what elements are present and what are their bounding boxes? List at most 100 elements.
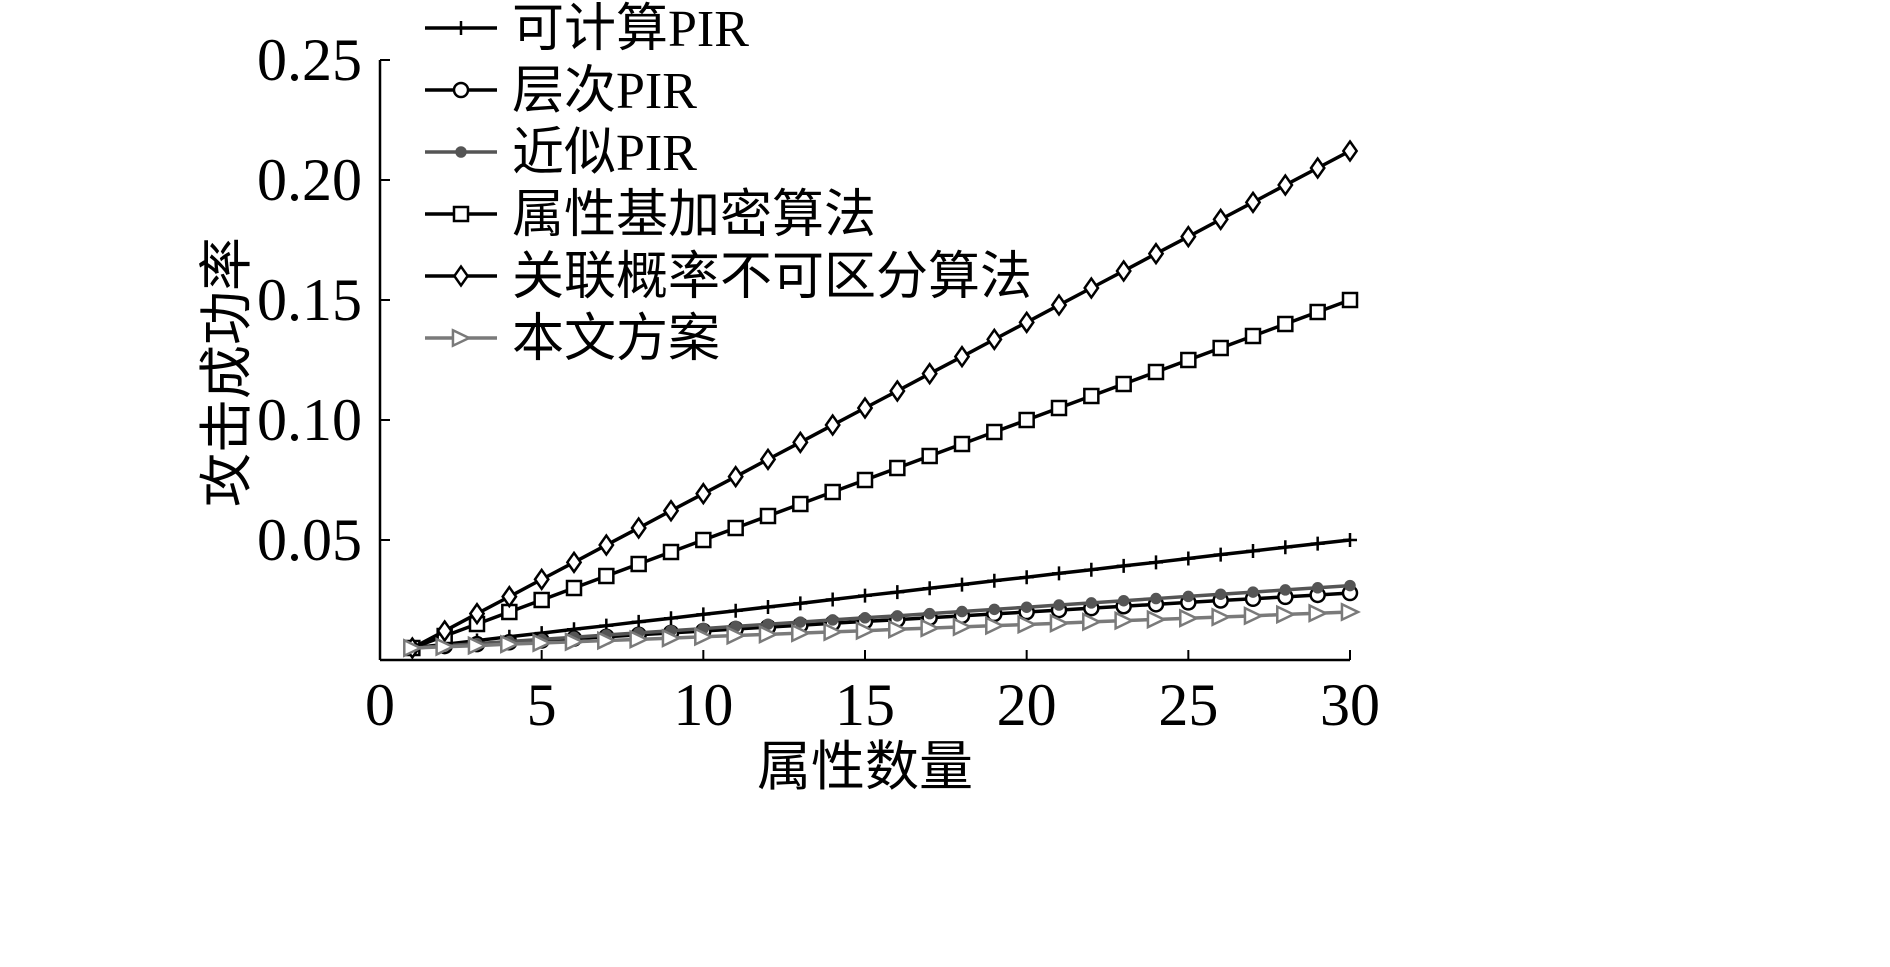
data-point bbox=[694, 627, 715, 647]
legend-label: 本文方案 bbox=[512, 311, 720, 368]
legend-label: 近似PIR bbox=[512, 125, 697, 182]
data-point bbox=[823, 622, 844, 642]
legend-marker bbox=[452, 81, 470, 99]
y-tick-label: 0.15 bbox=[257, 267, 362, 333]
data-point bbox=[1180, 351, 1197, 369]
data-point bbox=[1309, 303, 1326, 321]
legend-entry: 可计算PIR bbox=[425, 1, 749, 58]
data-point bbox=[1278, 540, 1293, 555]
data-point bbox=[695, 482, 712, 506]
data-point bbox=[891, 610, 904, 622]
data-point bbox=[1083, 276, 1100, 300]
tick-labels: 0 5 10 15 20 25 30 0.05 0.10 0.15 0.20 0.25 bbox=[257, 27, 1380, 738]
data-point bbox=[1308, 603, 1329, 623]
data-point bbox=[953, 435, 971, 453]
data-point bbox=[1246, 544, 1260, 559]
data-point bbox=[532, 633, 553, 653]
y-tick-label: 0.25 bbox=[257, 27, 362, 93]
legend-marker bbox=[455, 146, 467, 158]
data-point bbox=[889, 379, 906, 403]
data-point bbox=[1017, 614, 1038, 635]
data-point bbox=[564, 632, 585, 652]
data-point bbox=[985, 615, 1006, 636]
legend-marker bbox=[452, 205, 470, 223]
legend-marker bbox=[452, 264, 470, 288]
data-point bbox=[1020, 601, 1033, 613]
legend-label: 关联概率不可区分算法 bbox=[512, 249, 1032, 306]
data-point bbox=[987, 573, 1002, 588]
data-point bbox=[986, 423, 1003, 441]
data-point bbox=[597, 630, 618, 651]
data-point bbox=[1311, 582, 1324, 594]
data-point bbox=[856, 471, 874, 489]
data-point bbox=[1085, 597, 1098, 609]
data-point bbox=[1243, 606, 1264, 626]
x-tick-label: 10 bbox=[673, 672, 733, 738]
x-tick-label: 30 bbox=[1320, 672, 1380, 738]
data-point bbox=[630, 555, 647, 573]
data-point bbox=[1182, 590, 1195, 603]
data-point bbox=[1115, 375, 1132, 393]
data-point bbox=[1244, 190, 1262, 214]
data-point bbox=[824, 483, 841, 501]
data-point bbox=[1212, 207, 1229, 231]
data-point bbox=[435, 637, 456, 657]
data-point bbox=[727, 465, 744, 489]
data-point bbox=[565, 550, 583, 574]
data-point bbox=[696, 607, 711, 622]
data-point bbox=[1053, 599, 1065, 611]
data-point bbox=[565, 579, 583, 597]
data-point bbox=[759, 447, 777, 471]
data-point bbox=[662, 543, 680, 561]
data-point bbox=[920, 618, 941, 638]
legend-label: 属性基加密算法 bbox=[512, 187, 876, 244]
data-point bbox=[1341, 139, 1359, 163]
data-point bbox=[1082, 612, 1103, 632]
data-point bbox=[1019, 570, 1034, 585]
data-point bbox=[1050, 399, 1068, 417]
data-point bbox=[533, 591, 550, 609]
data-point bbox=[1179, 608, 1200, 628]
data-point bbox=[436, 619, 453, 643]
data-point bbox=[1214, 588, 1227, 600]
data-point bbox=[856, 396, 874, 420]
data-point bbox=[758, 624, 779, 645]
data-point bbox=[1344, 579, 1356, 592]
data-point bbox=[794, 616, 807, 628]
series-4 bbox=[404, 139, 1359, 660]
data-point bbox=[988, 603, 1001, 616]
data-point bbox=[888, 619, 909, 639]
data-point bbox=[793, 596, 808, 611]
y-tick-label: 0.20 bbox=[257, 147, 362, 213]
data-point bbox=[533, 567, 550, 591]
data-point bbox=[824, 413, 841, 437]
data-point bbox=[1211, 607, 1232, 627]
ticks bbox=[380, 59, 1351, 660]
data-point bbox=[855, 621, 876, 641]
series-3 bbox=[404, 291, 1359, 657]
data-point bbox=[598, 533, 615, 557]
data-point bbox=[728, 603, 743, 618]
x-tick-label: 0 bbox=[365, 672, 395, 738]
data-point bbox=[826, 614, 839, 626]
data-point bbox=[1180, 225, 1197, 249]
data-point bbox=[825, 592, 840, 607]
data-point bbox=[923, 607, 936, 620]
data-point bbox=[726, 625, 747, 646]
y-tick-label: 0.05 bbox=[257, 507, 362, 573]
data-point bbox=[662, 499, 680, 523]
legend-marker bbox=[451, 328, 472, 348]
data-point bbox=[664, 611, 678, 626]
data-point bbox=[598, 567, 615, 585]
y-tick-label: 0.10 bbox=[257, 387, 362, 453]
data-point bbox=[791, 623, 812, 643]
data-point bbox=[922, 581, 937, 596]
data-point bbox=[1050, 293, 1068, 317]
data-point bbox=[1341, 291, 1359, 309]
data-point bbox=[1340, 602, 1361, 622]
data-point bbox=[1244, 327, 1262, 345]
data-point bbox=[1147, 242, 1165, 266]
data-point bbox=[1343, 533, 1357, 547]
legend-entry: 属性基加密算法 bbox=[425, 187, 876, 244]
data-point bbox=[921, 362, 938, 386]
